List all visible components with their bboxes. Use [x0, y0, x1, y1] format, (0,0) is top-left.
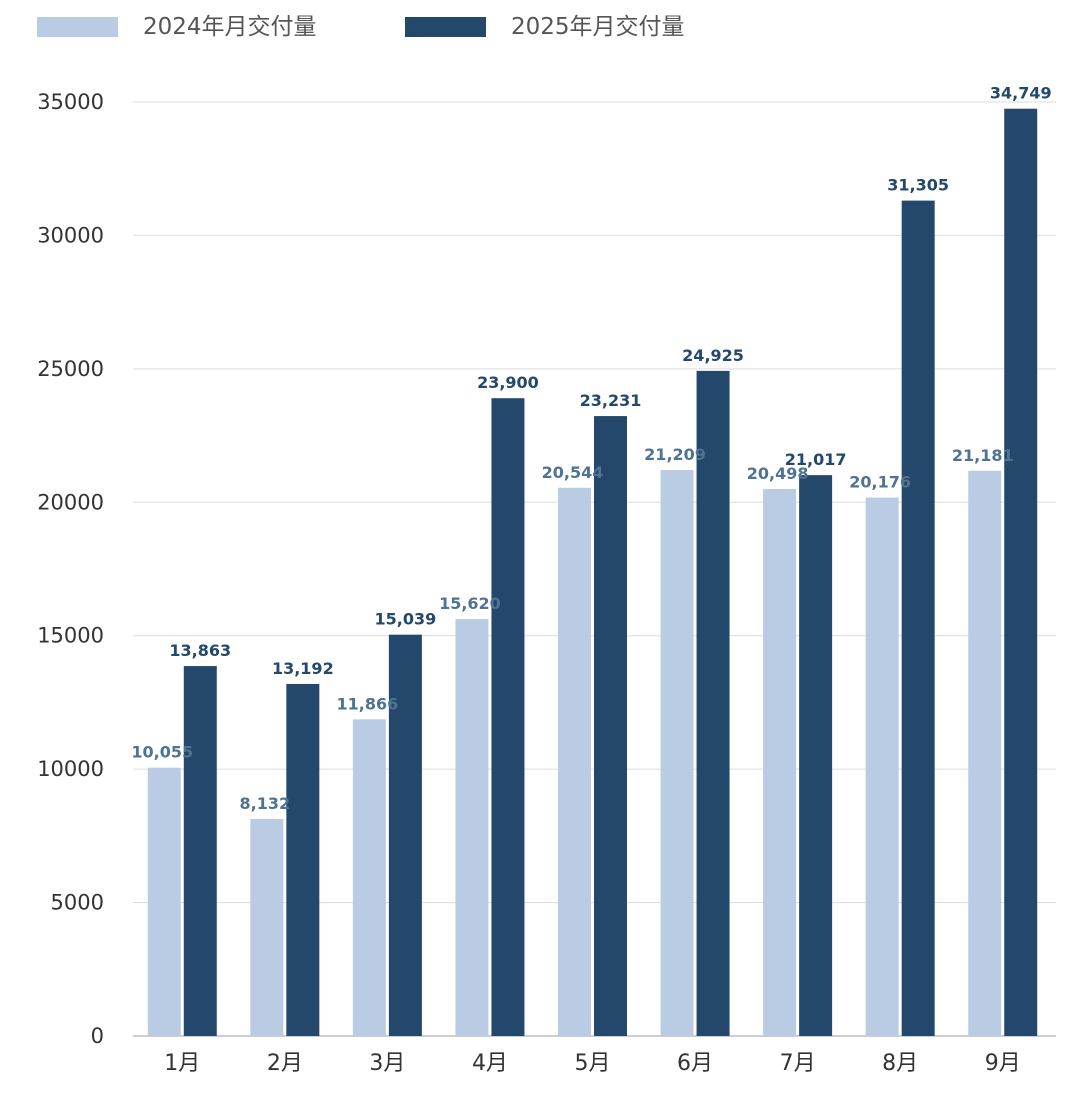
bar: [183, 666, 217, 1036]
y-axis-ticks: 0 5000 10000 15000 20000 25000 30000 35000: [37, 90, 104, 1048]
y-tick-label: 0: [91, 1024, 104, 1048]
x-tick-label: 6月: [677, 1051, 713, 1076]
bar: [455, 619, 489, 1036]
data-label: 8,132: [240, 794, 291, 813]
bar: [147, 767, 181, 1036]
y-tick-label: 15000: [37, 624, 104, 648]
x-tick-label: 5月: [575, 1051, 611, 1076]
bar: [352, 719, 386, 1036]
y-tick-label: 5000: [51, 891, 104, 915]
bar: [968, 470, 1002, 1036]
data-label: 21,017: [785, 450, 847, 469]
data-label: 20,176: [849, 473, 911, 492]
bar: [286, 683, 320, 1036]
x-tick-label: 2月: [267, 1051, 303, 1076]
bar: [491, 398, 525, 1036]
y-tick-label: 20000: [37, 490, 104, 514]
bar: [250, 818, 284, 1036]
bar: [901, 200, 935, 1037]
data-label: 23,900: [477, 373, 539, 392]
data-label: 23,231: [580, 391, 642, 410]
y-tick-label: 25000: [37, 357, 104, 381]
x-tick-label: 3月: [369, 1051, 405, 1076]
y-tick-label: 30000: [37, 223, 104, 247]
legend-swatch: [405, 17, 486, 37]
x-tick-label: 7月: [780, 1051, 816, 1076]
bar: [799, 475, 833, 1036]
legend-label: 2025年月交付量: [511, 14, 685, 40]
data-label: 13,192: [272, 659, 334, 678]
x-tick-label: 4月: [472, 1051, 508, 1076]
bar: [763, 488, 797, 1036]
bar: [1004, 108, 1038, 1036]
data-label: 20,544: [542, 463, 604, 482]
data-label: 11,866: [337, 694, 399, 713]
data-label: 21,209: [644, 445, 706, 464]
legend-label: 2024年月交付量: [143, 14, 317, 40]
y-tick-label: 35000: [37, 90, 104, 114]
bar: [558, 487, 591, 1036]
bar: [696, 370, 730, 1036]
data-label: 21,181: [952, 446, 1014, 465]
legend-swatch: [37, 17, 118, 37]
bar: [865, 497, 899, 1037]
data-label: 10,055: [131, 743, 193, 762]
data-label: 15,620: [439, 594, 501, 613]
data-label: 31,305: [887, 176, 949, 195]
bar: [660, 470, 694, 1036]
x-tick-label: 1月: [164, 1051, 200, 1076]
bar: [388, 634, 422, 1036]
bars: [147, 108, 1038, 1037]
x-tick-label: 8月: [882, 1051, 918, 1076]
data-label: 20,498: [747, 464, 809, 483]
data-label: 34,749: [990, 84, 1052, 103]
bar: [594, 416, 627, 1036]
y-tick-label: 10000: [37, 757, 104, 781]
x-tick-label: 9月: [985, 1051, 1021, 1076]
x-axis-ticks: 1月 2月 3月 4月 5月 6月 7月 8月 9月: [164, 1051, 1020, 1076]
legend: 2024年月交付量 2025年月交付量: [37, 14, 685, 40]
data-label: 15,039: [375, 610, 437, 629]
data-label: 13,863: [169, 641, 231, 660]
data-label: 24,925: [682, 346, 744, 365]
